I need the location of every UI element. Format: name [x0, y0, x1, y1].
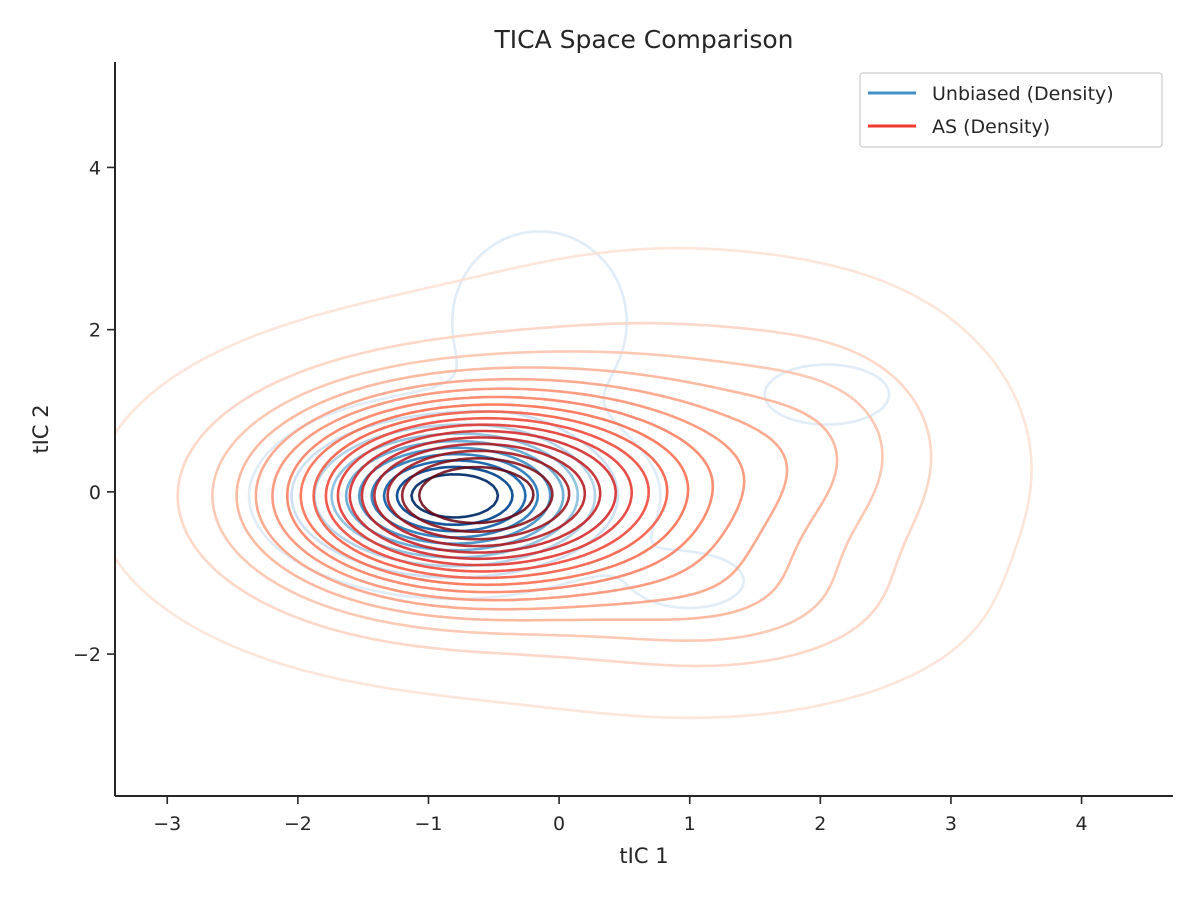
contour-level-line	[271, 387, 746, 602]
contour-level-line	[410, 473, 500, 519]
contour-level-line	[176, 321, 933, 668]
series-1-contours	[113, 246, 1033, 720]
x-axis-label: tIC 1	[619, 844, 668, 868]
contour-level-line	[254, 377, 789, 611]
y-ticks: −2 0 2 4	[73, 157, 115, 666]
y-tick-label: 0	[89, 482, 101, 504]
y-axis-label: tIC 2	[29, 404, 53, 453]
y-tick-label: 2	[89, 320, 101, 342]
contour-level-line	[312, 410, 669, 580]
legend-frame	[859, 72, 1163, 148]
x-tick-label: −1	[414, 813, 442, 835]
contour-layer	[113, 230, 1033, 720]
contour-level-line	[285, 395, 715, 594]
contour-level-line	[211, 350, 884, 642]
chart-title: TICA Space Comparison	[494, 25, 794, 54]
contour-level-line	[373, 442, 587, 548]
contour-level-line	[299, 403, 690, 587]
contour-level-line	[400, 457, 554, 533]
legend: Unbiased (Density) AS (Density)	[859, 72, 1163, 148]
legend-label-unbiased: Unbiased (Density)	[932, 83, 1114, 105]
contour-level-line	[336, 423, 633, 567]
x-tick-label: −3	[153, 813, 181, 835]
x-tick-label: −2	[284, 813, 312, 835]
legend-label-as: AS (Density)	[932, 116, 1050, 138]
contour-level-line	[235, 366, 839, 622]
contour-level-line	[417, 465, 535, 525]
x-tick-label: 3	[945, 813, 957, 835]
x-ticks: −3 −2 −1 0 1 2 3 4	[153, 796, 1088, 835]
x-tick-label: 0	[553, 813, 565, 835]
y-tick-label: 4	[89, 157, 101, 179]
x-tick-label: 4	[1076, 813, 1088, 835]
contour-level-line	[386, 449, 571, 541]
y-tick-label: −2	[73, 644, 101, 666]
contour-level-line	[324, 416, 650, 573]
contour-level-line	[360, 436, 602, 554]
contour-level-line	[348, 429, 617, 561]
contour-level-line	[113, 246, 1033, 720]
x-tick-label: 1	[684, 813, 696, 835]
x-tick-label: 2	[814, 813, 826, 835]
